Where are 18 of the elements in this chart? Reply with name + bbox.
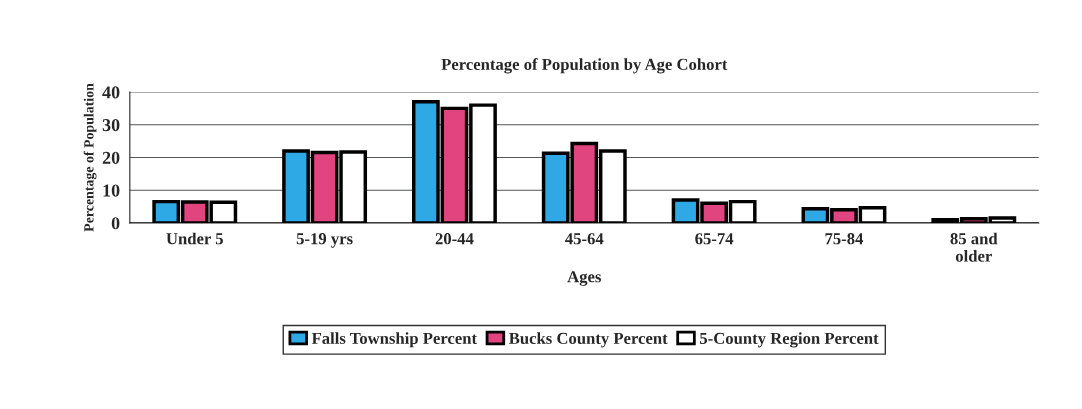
- y-axis-title: Percentage of Population: [83, 83, 97, 232]
- y-tick-label: 10: [103, 184, 120, 197]
- legend-label: 5-County Region Percent: [700, 332, 879, 348]
- y-tick-label: 40: [102, 86, 120, 99]
- y-tick-label: 30: [102, 119, 120, 132]
- y-tick-label: 20: [102, 151, 120, 164]
- x-tick-label: 75-84: [825, 233, 864, 245]
- legend-label: Falls Township Percent: [311, 332, 477, 348]
- x-axis-title: Ages: [567, 271, 601, 286]
- legend-label: Bucks County Percent: [509, 332, 668, 348]
- x-tick-label: 20-44: [435, 233, 474, 245]
- x-tick-label: 65-74: [695, 233, 734, 245]
- x-tick-label: 85 and older: [950, 232, 998, 262]
- x-tick-label: 45-64: [565, 233, 604, 245]
- chart-title: Percentage of Population by Age Cohort: [441, 58, 728, 74]
- y-tick-label: 0: [111, 217, 120, 230]
- x-tick-label: Under 5: [166, 232, 223, 245]
- x-tick-label: 5-19 yrs: [296, 233, 353, 248]
